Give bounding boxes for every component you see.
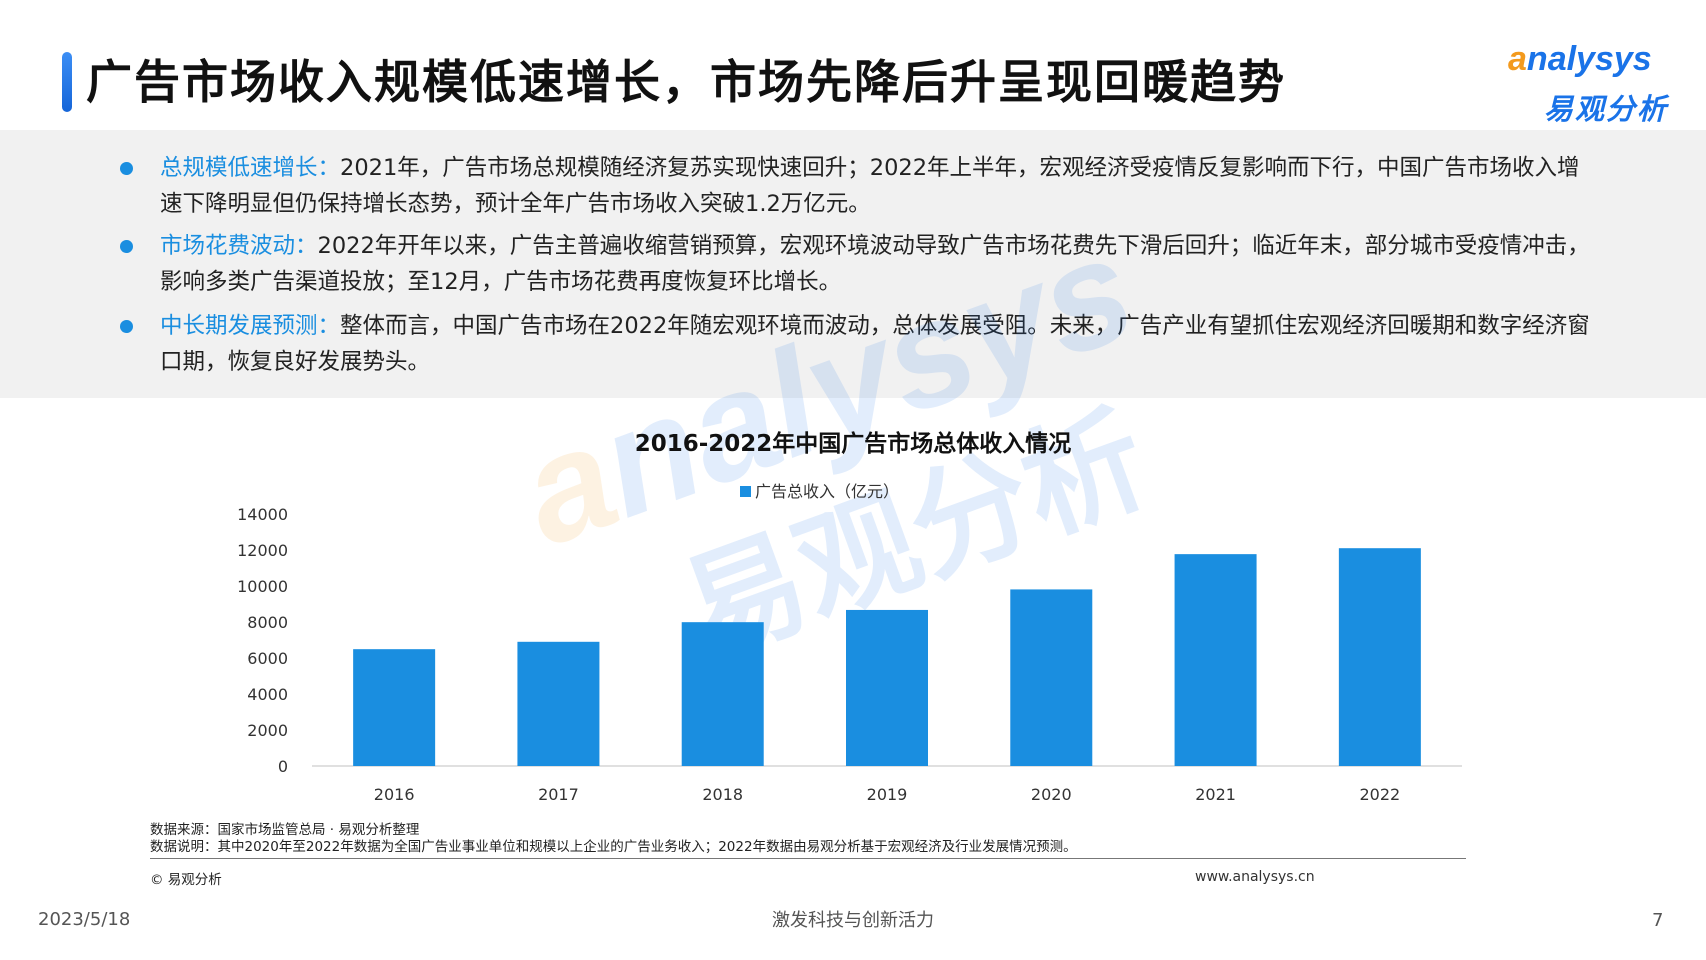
- y-tick-label: 14000: [237, 505, 288, 524]
- x-tick-label: 2022: [1359, 785, 1400, 804]
- bar-2016: [353, 649, 436, 766]
- footer-divider: [150, 858, 1466, 859]
- bar-2019: [846, 609, 928, 766]
- bar-2021: [1174, 554, 1257, 766]
- legend-label: 广告总收入（亿元）: [755, 482, 900, 501]
- slide-slogan: 激发科技与创新活力: [772, 910, 934, 931]
- logo-wordmark: analysys: [1508, 40, 1652, 78]
- y-tick-label: 4000: [247, 685, 288, 704]
- chart-legend: 广告总收入（亿元）: [740, 478, 899, 502]
- legend-swatch: [740, 486, 751, 497]
- y-tick-label: 8000: [247, 613, 288, 632]
- y-tick-label: 2000: [247, 721, 288, 740]
- bar-2018: [681, 622, 764, 766]
- data-source-note: 数据来源：国家市场监管总局 · 易观分析整理: [150, 822, 420, 838]
- summary-text: 总规模低速增长：2021年，广告市场总规模随经济复苏实现快速回升；2022年上半…: [160, 150, 1600, 222]
- summary-body: 2021年，广告市场总规模随经济复苏实现快速回升；2022年上半年，宏观经济受疫…: [160, 155, 1580, 217]
- bar-2020: [1010, 589, 1093, 766]
- data-explanation-note: 数据说明：其中2020年至2022年数据为全国广告业事业单位和规模以上企业的广告…: [150, 839, 1077, 855]
- x-tick-label: 2018: [702, 785, 743, 804]
- y-tick-label: 10000: [237, 577, 288, 596]
- summary-text: 中长期发展预测：整体而言，中国广告市场在2022年随宏观环境而波动，总体发展受阻…: [160, 308, 1600, 380]
- x-tick-label: 2016: [374, 785, 415, 804]
- summary-panel: 总规模低速增长：2021年，广告市场总规模随经济复苏实现快速回升；2022年上半…: [0, 130, 1706, 398]
- x-tick-label: 2021: [1195, 785, 1236, 804]
- summary-body: 2022年开年以来，广告主普遍收缩营销预算，宏观环境波动导致广告市场花费先下滑后…: [160, 233, 1590, 295]
- chart-title: 2016-2022年中国广告市场总体收入情况: [634, 431, 1072, 457]
- bar-2017: [517, 641, 600, 766]
- brand-logo: analysys 易观分析: [1508, 40, 1678, 126]
- x-tick-label: 2020: [1031, 785, 1072, 804]
- summary-head: 市场花费波动：: [160, 233, 318, 259]
- summary-head: 总规模低速增长：: [160, 155, 341, 181]
- bullet-dot: [120, 240, 133, 253]
- bar-2022: [1338, 548, 1421, 766]
- title-accent-bar: [62, 52, 72, 112]
- bullet-dot: [120, 162, 133, 175]
- page-title: 广告市场收入规模低速增长，市场先降后升呈现回暖趋势: [86, 55, 1286, 109]
- y-tick-label: 12000: [237, 541, 288, 560]
- summary-body: 整体而言，中国广告市场在2022年随宏观环境而波动，总体发展受阻。未来，广告产业…: [160, 313, 1590, 375]
- x-tick-label: 2017: [538, 785, 579, 804]
- y-tick-label: 0: [278, 757, 288, 776]
- page-number: 7: [1652, 910, 1664, 931]
- summary-text: 市场花费波动：2022年开年以来，广告主普遍收缩营销预算，宏观环境波动导致广告市…: [160, 228, 1600, 300]
- logo-chinese: 易观分析: [1544, 92, 1669, 126]
- summary-head: 中长期发展预测：: [160, 313, 341, 339]
- website-link[interactable]: www.analysys.cn: [1195, 869, 1315, 885]
- y-tick-label: 6000: [247, 649, 288, 668]
- bullet-dot: [120, 320, 133, 333]
- slide-date: 2023/5/18: [38, 909, 131, 930]
- x-tick-label: 2019: [867, 785, 908, 804]
- copyright: © 易观分析: [150, 872, 222, 888]
